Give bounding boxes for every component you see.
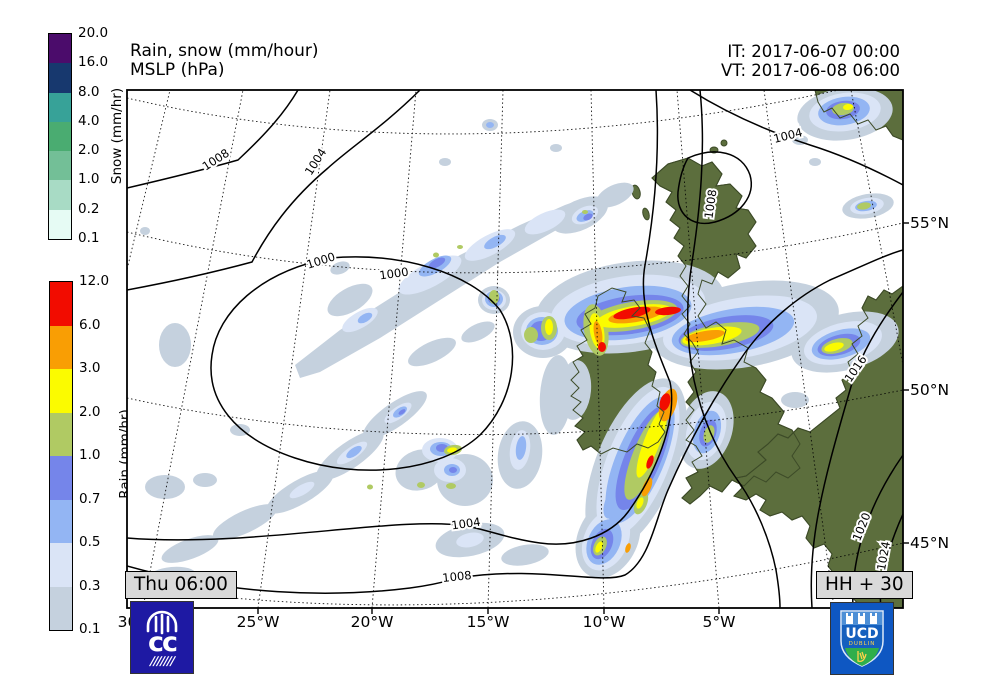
- y-tick-label: 50°N: [910, 381, 950, 399]
- colorbar-segment: [50, 586, 72, 630]
- island: [642, 207, 650, 221]
- snow-colorbar: [48, 33, 72, 240]
- y-tick-label: 55°N: [910, 214, 950, 232]
- colorbar-segment: [49, 63, 71, 93]
- harp-icon: [857, 651, 867, 662]
- colorbar-segment: [49, 180, 71, 210]
- isobar-label: 1008: [702, 188, 720, 219]
- colorbar-tick-label: 6.0: [79, 316, 101, 333]
- x-tick-label: 5°W: [702, 613, 736, 631]
- colorbar-segment: [49, 121, 71, 152]
- snow-colorbar-ticks: 20.0 16.0 8.0 4.0 2.0 1.0 0.2 0.1: [78, 25, 108, 246]
- isobar-label: 1008: [442, 568, 473, 585]
- colorbar-tick-label: 0.1: [78, 229, 100, 246]
- island: [720, 139, 728, 147]
- ucd-logo: UCD DUBLIN: [830, 602, 894, 675]
- cc-logo-emblem: [146, 610, 178, 635]
- precipitation-shading: [140, 90, 899, 586]
- colorbar-tick-label: 0.5: [79, 534, 101, 550]
- rain-colorbar: [49, 281, 73, 631]
- x-tick-label: 10°W: [582, 613, 626, 631]
- valid-day-badge: Thu 06:00: [125, 571, 237, 599]
- colorbar-segment: [49, 34, 71, 64]
- y-tick-label: 45°N: [910, 534, 950, 552]
- axis-ticks: [142, 222, 909, 614]
- colorbar-segment: [50, 369, 72, 413]
- map-frame: [126, 89, 904, 609]
- colorbar-tick-label: 1.0: [79, 447, 101, 463]
- colorbar-segment: [50, 282, 72, 326]
- cc-logo: cc ///////: [130, 601, 194, 674]
- mslp-contours: [127, 90, 903, 608]
- colorbar-tick-label: 20.0: [78, 25, 109, 41]
- colorbar-segment: [49, 209, 71, 239]
- rain-hatch-glyph: ///////: [148, 654, 177, 668]
- colorbar-segment: [50, 412, 72, 456]
- colorbar-tick-label: 0.1: [79, 621, 101, 637]
- colorbar-tick-label: 1.0: [78, 171, 100, 188]
- colorbar-tick-label: 16.0: [78, 54, 109, 71]
- colorbar-tick-label: 3.0: [79, 360, 101, 376]
- x-tick-label: 25°W: [236, 613, 280, 631]
- colorbar-tick-label: 0.7: [79, 490, 101, 507]
- chart-title: Rain, snow (mm/hour): [130, 41, 319, 61]
- colorbar-tick-label: 2.0: [78, 142, 100, 159]
- colorbar-segment: [50, 543, 72, 587]
- x-tick-label: 15°W: [466, 613, 510, 631]
- ucd-logo-name: UCD: [845, 626, 878, 642]
- ucd-logo-sub: DUBLIN: [849, 641, 876, 647]
- cc-logo-letters: cc: [148, 627, 177, 658]
- lead-time-badge: HH + 30: [816, 571, 913, 599]
- colorbar-segment: [50, 325, 72, 369]
- colorbar-tick-label: 2.0: [79, 403, 101, 420]
- rain-colorbar-ticks: 12.0 6.0 3.0 2.0 1.0 0.7 0.5 0.3 0.1: [79, 273, 109, 637]
- isobar-label: 1000: [378, 265, 409, 283]
- colorbar-segment: [49, 92, 71, 122]
- valid-time: VT: 2017-06-08 06:00: [720, 61, 900, 80]
- colorbar-tick-label: 12.0: [79, 273, 110, 289]
- init-time: IT: 2017-06-07 00:00: [727, 42, 900, 61]
- colorbar-tick-label: 0.3: [79, 577, 101, 594]
- x-tick-label: 20°W: [350, 613, 394, 631]
- castle-icons: [846, 613, 877, 624]
- colorbar-segment: [50, 499, 72, 543]
- colorbar-tick-label: 8.0: [78, 83, 100, 100]
- isobar-label: 1004: [450, 515, 481, 533]
- colorbar-tick-label: 4.0: [78, 112, 100, 129]
- colorbar-segment: [49, 151, 71, 181]
- chart-subtitle: MSLP (hPa): [130, 60, 225, 80]
- colorbar-tick-label: 0.2: [78, 200, 100, 217]
- colorbar-segment: [50, 456, 72, 500]
